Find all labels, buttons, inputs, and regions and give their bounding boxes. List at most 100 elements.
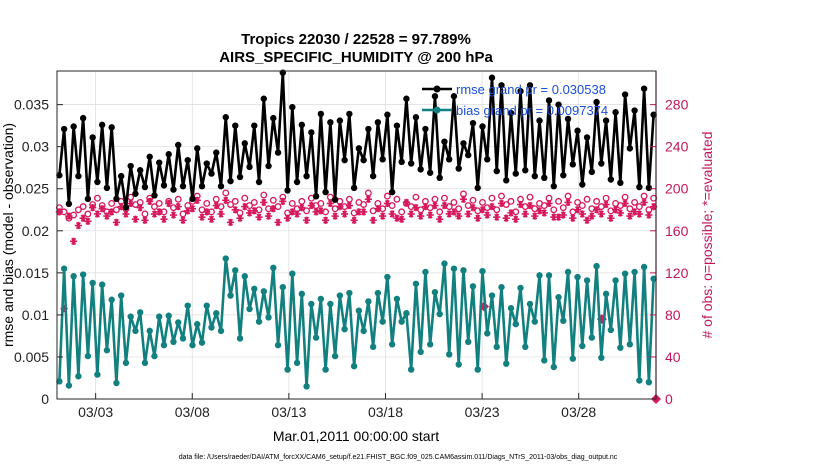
obs-evaluated-marker xyxy=(312,208,320,216)
bias-point xyxy=(569,355,577,362)
bias-point xyxy=(108,296,115,303)
obs-possible-marker xyxy=(170,204,177,212)
obs-evaluated-marker xyxy=(483,211,491,219)
obs-possible-marker xyxy=(559,204,567,212)
bias-point xyxy=(636,377,643,384)
y-left-tick-label: 0.02 xyxy=(22,223,49,239)
rmse-point xyxy=(89,134,96,141)
obs-evaluated-marker xyxy=(535,207,544,215)
obs-evaluated-marker xyxy=(407,210,415,218)
rmse-point xyxy=(232,122,239,129)
obs-evaluated-marker xyxy=(260,198,268,207)
obs-possible-marker xyxy=(436,208,444,216)
rmse-point xyxy=(583,134,591,141)
bias-point xyxy=(621,270,629,277)
rmse-point xyxy=(317,110,325,118)
obs-possible-marker xyxy=(502,201,510,208)
bias-point xyxy=(602,290,610,298)
bias-point xyxy=(136,309,144,316)
bias-point xyxy=(75,373,82,380)
obs-evaluated-marker xyxy=(298,204,306,212)
bias-point xyxy=(89,279,96,287)
obs-evaluated-marker xyxy=(245,209,254,217)
obs-evaluated-marker xyxy=(559,211,567,219)
rmse-point xyxy=(127,162,134,170)
bias-point xyxy=(322,366,329,373)
rmse-point xyxy=(60,125,68,133)
y-right-tick-label: 80 xyxy=(665,307,681,323)
bias-point xyxy=(113,379,120,387)
rmse-point xyxy=(98,121,106,129)
x-tick-label: 03/23 xyxy=(465,404,500,420)
rmse-point xyxy=(312,193,320,200)
obs-evaluated-marker xyxy=(89,204,97,212)
bias-point xyxy=(593,262,600,270)
rmse-point xyxy=(132,190,139,197)
obs-evaluated-marker xyxy=(616,209,624,217)
rmse-point xyxy=(236,173,244,181)
rmse-point xyxy=(403,95,410,102)
bias-point xyxy=(417,348,424,356)
rmse-point xyxy=(222,114,229,121)
obs-evaluated-marker xyxy=(70,237,78,245)
obs-evaluated-marker xyxy=(350,216,358,224)
rmse-point xyxy=(455,165,462,172)
rmse-point xyxy=(474,184,481,192)
rmse-point xyxy=(574,127,581,134)
obs-evaluated-marker xyxy=(502,214,510,222)
obs-evaluated-marker xyxy=(588,212,596,220)
obs-evaluated-marker xyxy=(307,201,315,210)
bias-point xyxy=(346,289,353,297)
bias-point xyxy=(426,341,434,348)
legend-rmse-label: rmse grand pr = 0.030538 xyxy=(456,82,606,97)
obs-possible-marker xyxy=(493,206,501,214)
rmse-point xyxy=(612,109,619,116)
bias-point xyxy=(203,302,210,309)
obs-possible-marker xyxy=(108,200,116,207)
bias-point xyxy=(127,313,134,320)
bias-point xyxy=(165,312,172,319)
bias-point xyxy=(512,320,519,328)
obs-evaluated-marker xyxy=(160,215,168,223)
rmse-point xyxy=(103,184,111,192)
legend: rmse grand pr = 0.030538 bias grand pr =… xyxy=(422,82,608,118)
rmse-point xyxy=(393,122,401,129)
obs-evaluated-marker xyxy=(497,199,506,208)
obs-evaluated-marker xyxy=(440,201,449,210)
y-right-tick-label: 120 xyxy=(665,265,689,281)
rmse-series-line xyxy=(58,71,655,209)
rmse-point xyxy=(560,172,567,179)
rmse-point xyxy=(450,93,458,100)
obs-possible-marker xyxy=(578,202,586,210)
obs-evaluated-marker xyxy=(578,210,586,218)
bias-point xyxy=(84,352,92,360)
bias-series-line xyxy=(58,257,655,388)
obs-possible-marker xyxy=(440,194,448,202)
obs-possible-marker xyxy=(250,198,258,206)
rmse-point xyxy=(284,187,291,194)
bias-point xyxy=(146,327,153,335)
y-right-tick-label: 40 xyxy=(665,349,681,365)
rmse-point xyxy=(265,162,272,170)
bias-point xyxy=(79,271,87,278)
obs-possible-marker xyxy=(398,208,406,216)
bias-point xyxy=(246,305,253,313)
bias-point xyxy=(583,277,591,284)
obs-possible-marker xyxy=(93,194,101,202)
obs-evaluated-marker xyxy=(626,212,634,220)
bias-point xyxy=(213,310,220,317)
obs-possible-marker xyxy=(555,197,562,205)
obs-possible-marker xyxy=(231,197,239,205)
rmse-point xyxy=(607,176,615,183)
bias-point xyxy=(232,267,239,274)
rmse-point xyxy=(617,179,624,187)
rmse-point xyxy=(569,161,577,168)
rmse-point xyxy=(65,200,73,208)
obs-evaluated-marker xyxy=(564,198,572,207)
rmse-point xyxy=(441,138,448,145)
bias-point xyxy=(284,366,291,373)
obs-possible-marker xyxy=(455,205,463,213)
rmse-point xyxy=(469,119,477,127)
obs-evaluated-marker xyxy=(136,204,144,212)
rmse-point xyxy=(640,85,648,92)
